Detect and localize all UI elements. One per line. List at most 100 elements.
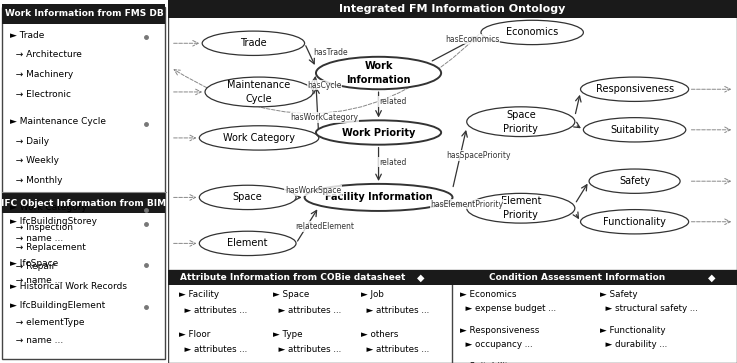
Text: ► structural safety ...: ► structural safety ... xyxy=(600,304,698,313)
Text: Condition Assessment Information: Condition Assessment Information xyxy=(489,273,666,282)
Text: Economics: Economics xyxy=(506,28,559,37)
Text: relatedElement: relatedElement xyxy=(295,222,354,231)
Text: ► others: ► others xyxy=(361,330,399,339)
Text: ► Maintenance Cycle: ► Maintenance Cycle xyxy=(10,117,106,126)
Text: → Daily: → Daily xyxy=(10,137,49,146)
Text: ► durability ...: ► durability ... xyxy=(600,340,667,349)
Text: → Electronic: → Electronic xyxy=(10,90,71,99)
Ellipse shape xyxy=(581,77,688,101)
Text: ► Economics: ► Economics xyxy=(461,290,517,299)
Text: Integrated FM Information Ontology: Integrated FM Information Ontology xyxy=(339,4,566,14)
FancyBboxPatch shape xyxy=(168,0,737,17)
Ellipse shape xyxy=(316,57,441,89)
Text: Space: Space xyxy=(233,192,262,203)
Text: ► Functionality: ► Functionality xyxy=(600,326,666,335)
Ellipse shape xyxy=(199,185,296,209)
Text: → Inspection: → Inspection xyxy=(10,223,73,232)
Text: hasTrade: hasTrade xyxy=(313,48,348,57)
Text: → name ...: → name ... xyxy=(10,335,63,344)
FancyBboxPatch shape xyxy=(1,4,164,24)
Text: ► attributes ...: ► attributes ... xyxy=(179,346,248,354)
Text: ► Floor: ► Floor xyxy=(179,330,211,339)
Text: ► Responsiveness: ► Responsiveness xyxy=(461,326,539,335)
Ellipse shape xyxy=(199,231,296,256)
Text: ► IfcBuildingStorey: ► IfcBuildingStorey xyxy=(10,217,97,226)
Text: ► Work Category: ► Work Category xyxy=(10,203,87,212)
Text: → name ...: → name ... xyxy=(10,234,63,244)
Ellipse shape xyxy=(199,126,319,150)
Text: ► Type: ► Type xyxy=(273,330,302,339)
Ellipse shape xyxy=(581,209,688,234)
Text: ► Suitability: ► Suitability xyxy=(461,362,514,363)
Text: Maintenance: Maintenance xyxy=(228,80,290,90)
FancyBboxPatch shape xyxy=(1,193,164,213)
Text: Responsiveness: Responsiveness xyxy=(595,84,674,94)
Text: Work Information from FMS DB: Work Information from FMS DB xyxy=(4,9,164,18)
Text: ► occupancy ...: ► occupancy ... xyxy=(461,340,533,349)
Ellipse shape xyxy=(481,20,584,45)
Text: Element: Element xyxy=(228,238,268,248)
FancyBboxPatch shape xyxy=(168,0,737,270)
Text: hasSpacePriority: hasSpacePriority xyxy=(446,151,510,160)
Text: ► IfcSpace: ► IfcSpace xyxy=(10,259,58,268)
Text: ◆: ◆ xyxy=(417,273,425,283)
Text: → Weekly: → Weekly xyxy=(10,156,59,165)
Text: ◆: ◆ xyxy=(708,273,715,283)
FancyBboxPatch shape xyxy=(452,270,737,285)
Text: ► Facility: ► Facility xyxy=(179,290,220,299)
Text: ► Job: ► Job xyxy=(361,290,384,299)
Text: → elementType: → elementType xyxy=(10,318,85,327)
Text: related: related xyxy=(379,158,407,167)
Text: Work: Work xyxy=(364,61,393,71)
Text: → Repair: → Repair xyxy=(10,262,55,271)
Text: Work Priority: Work Priority xyxy=(342,127,415,138)
Text: ► Safety: ► Safety xyxy=(600,290,638,299)
Text: Priority: Priority xyxy=(503,124,538,134)
Text: Functionality: Functionality xyxy=(603,217,666,227)
Text: Information: Information xyxy=(346,75,411,85)
Text: Suitability: Suitability xyxy=(610,125,659,135)
Text: Work Category: Work Category xyxy=(223,133,295,143)
FancyBboxPatch shape xyxy=(168,270,452,363)
Text: Element: Element xyxy=(500,196,541,206)
Text: Space: Space xyxy=(506,110,536,120)
Text: ► IfcBuildingElement: ► IfcBuildingElement xyxy=(10,301,105,310)
Text: ► attributes ...: ► attributes ... xyxy=(179,306,248,315)
Text: ► Trade: ► Trade xyxy=(10,31,44,40)
Ellipse shape xyxy=(304,184,453,211)
Ellipse shape xyxy=(584,118,686,142)
Text: ► Space: ► Space xyxy=(273,290,310,299)
Ellipse shape xyxy=(205,77,313,107)
Text: → Architecture: → Architecture xyxy=(10,50,82,60)
Text: related: related xyxy=(379,97,407,106)
Text: ► attributes ...: ► attributes ... xyxy=(361,346,429,354)
Text: Attribute Information from COBie datasheet: Attribute Information from COBie datashe… xyxy=(180,273,405,282)
Text: Facility Information: Facility Information xyxy=(325,192,433,203)
Text: Trade: Trade xyxy=(240,38,267,48)
Text: hasCycle: hasCycle xyxy=(307,81,342,90)
Text: ► attributes ...: ► attributes ... xyxy=(361,306,429,315)
FancyBboxPatch shape xyxy=(1,7,164,359)
Ellipse shape xyxy=(467,193,575,223)
Text: Safety: Safety xyxy=(619,176,650,186)
Ellipse shape xyxy=(467,107,575,136)
Text: Cycle: Cycle xyxy=(245,94,273,104)
Text: ► attributes ...: ► attributes ... xyxy=(273,346,341,354)
FancyBboxPatch shape xyxy=(452,270,737,363)
Text: → Machinery: → Machinery xyxy=(10,70,74,79)
Text: ► attributes ...: ► attributes ... xyxy=(273,306,341,315)
Text: hasEconomics: hasEconomics xyxy=(445,35,500,44)
Ellipse shape xyxy=(589,169,680,193)
Text: hasWorkCategory: hasWorkCategory xyxy=(290,113,358,122)
Text: → Replacement: → Replacement xyxy=(10,242,86,252)
Text: hasElementPriority: hasElementPriority xyxy=(430,200,503,209)
Ellipse shape xyxy=(202,31,304,56)
Text: → Monthly: → Monthly xyxy=(10,176,63,185)
Text: ► expense budget ...: ► expense budget ... xyxy=(461,304,556,313)
Text: hasWorkSpace: hasWorkSpace xyxy=(285,186,341,195)
Text: Priority: Priority xyxy=(503,210,538,220)
Text: → name ...: → name ... xyxy=(10,276,63,285)
FancyBboxPatch shape xyxy=(168,270,452,285)
Ellipse shape xyxy=(316,121,441,145)
Text: ► Historical Work Records: ► Historical Work Records xyxy=(10,282,127,291)
